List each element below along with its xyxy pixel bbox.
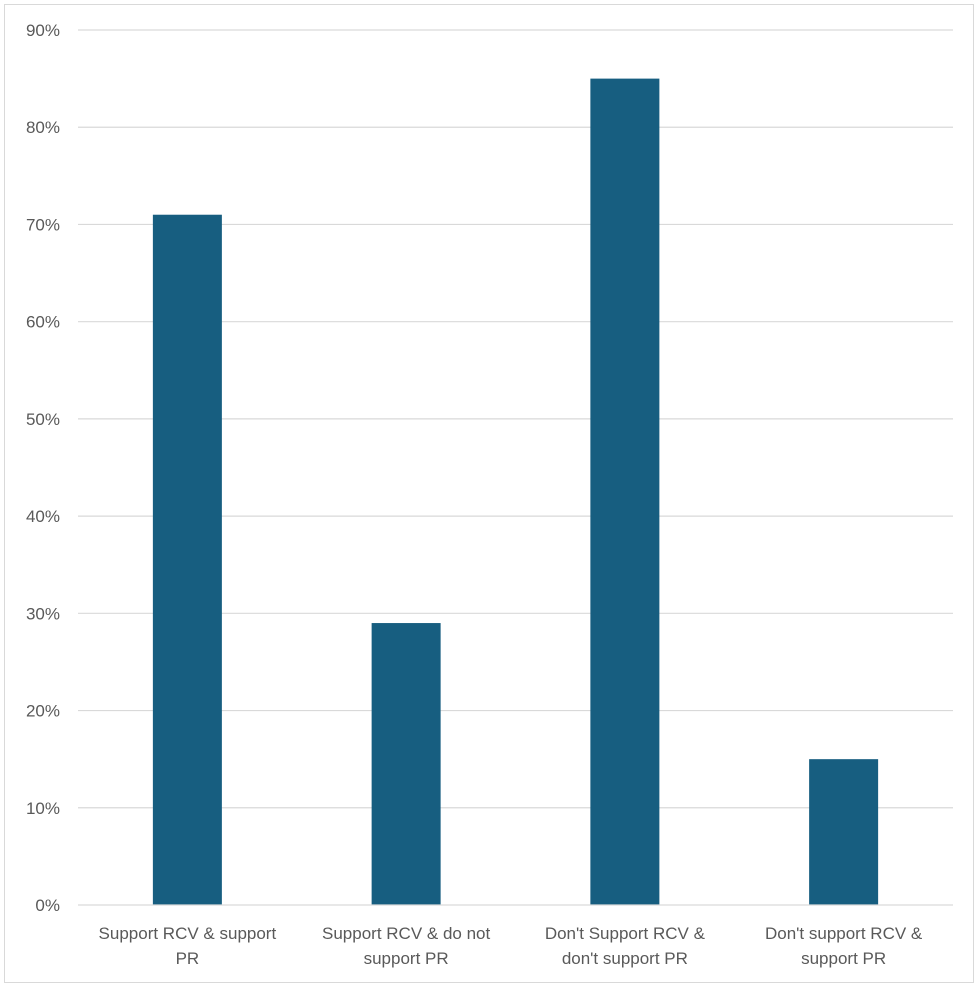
x-category-label-line: Don't support RCV &: [765, 924, 923, 943]
x-category-label-line: Support RCV & support: [99, 924, 277, 943]
y-tick-label: 50%: [26, 410, 60, 429]
x-category-label: Don't support RCV & support PR: [765, 924, 923, 968]
bar: [371, 623, 441, 905]
x-category-label-line: support PR: [364, 949, 449, 968]
bar: [590, 78, 660, 906]
y-tick-label: 80%: [26, 118, 60, 137]
bar: [152, 214, 222, 905]
y-tick-label: 0%: [35, 896, 60, 915]
x-category-label-line: PR: [176, 949, 200, 968]
y-tick-label: 60%: [26, 313, 60, 332]
x-category-label-line: don't support PR: [562, 949, 688, 968]
y-tick-label: 20%: [26, 702, 60, 721]
x-category-label: Support RCV & do not support PR: [322, 924, 490, 968]
bars: [152, 78, 879, 906]
y-tick-label: 40%: [26, 507, 60, 526]
x-category-label-line: Don't Support RCV &: [545, 924, 706, 943]
x-axis-category-labels: Support RCV & support PR Support RCV & do …: [99, 924, 923, 968]
y-axis-tick-labels: 0% 10% 20% 30% 40% 50% 60% 70% 80% 90%: [26, 21, 60, 915]
x-category-label-line: support PR: [801, 949, 886, 968]
x-category-label: Support RCV & support PR: [99, 924, 277, 968]
x-category-label: Don't Support RCV & don't support PR: [545, 924, 706, 968]
y-tick-label: 10%: [26, 799, 60, 818]
gridlines: [78, 29, 953, 809]
y-tick-label: 70%: [26, 215, 60, 234]
y-tick-label: 30%: [26, 604, 60, 623]
bar: [809, 759, 879, 905]
y-tick-label: 90%: [26, 21, 60, 40]
x-category-label-line: Support RCV & do not: [322, 924, 490, 943]
